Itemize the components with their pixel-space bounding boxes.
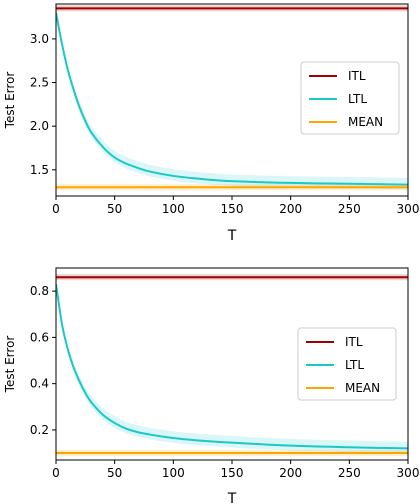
y-axis-label: Test Error — [3, 72, 17, 130]
x-tick-label: 300 — [397, 202, 420, 216]
x-tick-label: 250 — [338, 202, 361, 216]
series-line-ltl — [56, 284, 408, 450]
y-tick-label: 0.6 — [30, 330, 49, 344]
x-tick-label: 200 — [279, 202, 302, 216]
plot-area — [56, 274, 408, 457]
legend-label-ltl: LTL — [348, 92, 367, 106]
x-tick-label: 100 — [162, 466, 185, 480]
y-tick-label: 3.0 — [30, 32, 49, 46]
x-tick-label: 250 — [338, 466, 361, 480]
y-tick-label: 2.5 — [30, 76, 49, 90]
x-axis-label: T — [227, 228, 237, 244]
y-tick-label: 0.8 — [30, 284, 49, 298]
legend-box — [300, 61, 400, 135]
legend-label-itl: ITL — [345, 335, 363, 349]
chart-panel-2: 0 50 100 150 200 250 300 0.2 0.4 0.6 0.8 T Test Erro… — [3, 267, 420, 504]
x-tick-label: 200 — [279, 466, 302, 480]
y-tick-label: 1.5 — [30, 163, 49, 177]
y-tick-label: 0.2 — [30, 423, 49, 437]
x-axis-label: T — [227, 491, 237, 504]
x-tick-label: 300 — [397, 466, 420, 480]
legend: ITL LTL MEAN — [297, 327, 397, 401]
legend-box — [297, 327, 397, 401]
x-tick-label: 150 — [221, 466, 244, 480]
y-axis-label: Test Error — [3, 336, 17, 394]
series-line-ltl — [56, 12, 408, 186]
plot-area — [56, 5, 408, 191]
x-tick-label: 150 — [221, 202, 244, 216]
legend-label-ltl: LTL — [345, 358, 364, 372]
x-tick-label: 0 — [52, 466, 60, 480]
legend-label-mean: MEAN — [345, 381, 380, 395]
legend: ITL LTL MEAN — [300, 61, 400, 135]
x-tick-label: 50 — [107, 202, 122, 216]
y-tick-label: 2.0 — [30, 119, 49, 133]
legend-label-mean: MEAN — [348, 115, 383, 129]
x-tick-label: 0 — [52, 202, 60, 216]
x-tick-label: 50 — [107, 466, 122, 480]
legend-label-itl: ITL — [348, 69, 366, 83]
x-tick-label: 100 — [162, 202, 185, 216]
chart-panel-1: 0 50 100 150 200 250 300 1.5 2.0 2.5 3.0 T Test Erro… — [3, 3, 420, 244]
y-tick-label: 0.4 — [30, 377, 49, 391]
